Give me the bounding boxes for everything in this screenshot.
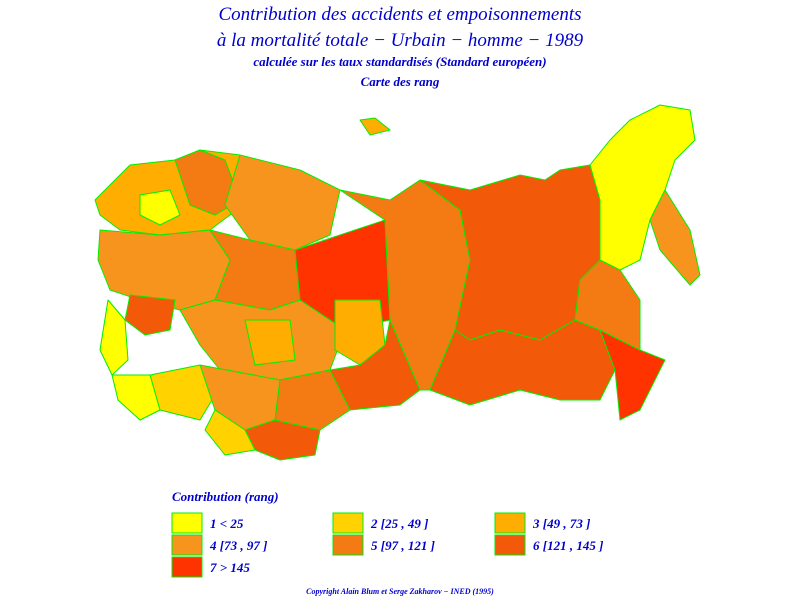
legend-swatch (332, 512, 364, 534)
region (649, 189, 701, 286)
map-kind: Carte des rang (361, 74, 440, 89)
region (274, 369, 351, 431)
title-line: Contribution des accidents et empoisonne… (218, 4, 581, 25)
copyright: Copyright Alain Blum et Serge Zakharov −… (306, 587, 494, 596)
region (139, 189, 181, 226)
legend-swatch (171, 512, 203, 534)
legend-label: 4 [73 , 97 ] (209, 538, 267, 553)
region (224, 154, 341, 251)
region (124, 294, 176, 336)
region (111, 374, 161, 421)
legend-label: 2 [25 , 49 ] (370, 516, 428, 531)
region (589, 104, 696, 271)
legend-label: 1 < 25 (210, 516, 244, 531)
legend-label: 5 [97 , 121 ] (371, 538, 435, 553)
region (359, 117, 391, 136)
region (204, 409, 256, 456)
legend-label: 7 > 145 (210, 560, 250, 575)
region (99, 299, 129, 376)
region (244, 319, 296, 366)
legend: 1 < 25 2 [25 , 49 ] 3 [49 , 73 ] 4 [73 , 97… (171, 512, 603, 578)
legend-title: Contribution (rang) (172, 489, 279, 504)
title-line: à la mortalité totale − Urbain − homme −… (217, 30, 584, 51)
subtitle: calculée sur les taux standardisés (Stan… (253, 54, 546, 69)
legend-swatch (332, 534, 364, 556)
legend-swatch (171, 556, 203, 578)
legend-swatch (494, 512, 526, 534)
legend-swatch (171, 534, 203, 556)
legend-label: 6 [121 , 145 ] (533, 538, 603, 553)
legend-swatch (494, 534, 526, 556)
legend-label: 3 [49 , 73 ] (532, 516, 590, 531)
region (97, 229, 231, 311)
map (94, 104, 701, 461)
